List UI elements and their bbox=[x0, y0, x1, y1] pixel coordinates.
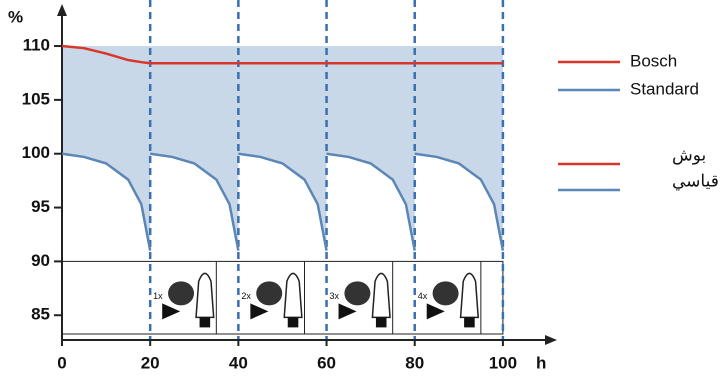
shaded-band bbox=[326, 46, 415, 251]
plug-wire-icon bbox=[344, 281, 371, 306]
spark-plug-tip bbox=[464, 317, 475, 328]
spark-plug-tip bbox=[199, 317, 211, 328]
y-axis-arrow bbox=[57, 4, 67, 16]
series-line bbox=[61, 44, 503, 65]
replacement-label: 3x bbox=[330, 291, 340, 301]
shaded-band bbox=[62, 46, 151, 251]
shaded-band bbox=[414, 46, 503, 251]
legend-label: Bosch bbox=[630, 51, 677, 70]
x-axis-label: h bbox=[536, 353, 546, 372]
replacement-label: 1x bbox=[153, 291, 163, 301]
shaded-band bbox=[150, 46, 239, 251]
spark-plug-tip bbox=[375, 317, 387, 328]
plug-base-icon bbox=[338, 303, 357, 320]
plug-base-icon bbox=[162, 303, 181, 320]
x-tick-label: 60 bbox=[317, 353, 336, 372]
x-tick-label: 100 bbox=[489, 353, 517, 372]
replacement-panel bbox=[61, 260, 504, 335]
plug-base-icon bbox=[426, 303, 445, 320]
y-tick-label: 85 bbox=[31, 305, 50, 324]
replacement-label: 4x bbox=[418, 291, 428, 301]
x-tick-label: 40 bbox=[229, 353, 248, 372]
series-line bbox=[61, 152, 505, 251]
y-tick-label: 90 bbox=[31, 251, 50, 270]
x-tick-label: 80 bbox=[405, 353, 424, 372]
replacement-label: 2x bbox=[241, 291, 251, 301]
plug-wire-icon bbox=[168, 281, 195, 306]
y-tick-label: 105 bbox=[22, 89, 50, 108]
spark-plug-icon bbox=[283, 272, 303, 319]
x-tick-label: 0 bbox=[57, 353, 66, 372]
legend-label: Standard bbox=[630, 79, 699, 98]
legend-label-ar: بوش bbox=[672, 145, 706, 165]
legend-label-ar: قياسي bbox=[672, 171, 719, 190]
spark-plug-icon bbox=[459, 272, 480, 319]
shaded-band bbox=[238, 46, 327, 251]
x-tick-label: 20 bbox=[141, 353, 160, 372]
y-tick-label: 110 bbox=[23, 36, 50, 55]
spark-plug-tip bbox=[287, 317, 299, 328]
plug-wire-icon bbox=[432, 281, 459, 306]
spark-plug-icon bbox=[371, 272, 391, 319]
x-axis-arrow bbox=[545, 335, 557, 345]
plug-wire-icon bbox=[256, 281, 283, 306]
y-axis-label: % bbox=[8, 7, 23, 26]
plug-base-icon bbox=[250, 303, 269, 320]
spark-plug-icon bbox=[195, 272, 215, 319]
y-tick-label: 100 bbox=[22, 143, 50, 162]
y-tick-label: 95 bbox=[31, 197, 50, 216]
